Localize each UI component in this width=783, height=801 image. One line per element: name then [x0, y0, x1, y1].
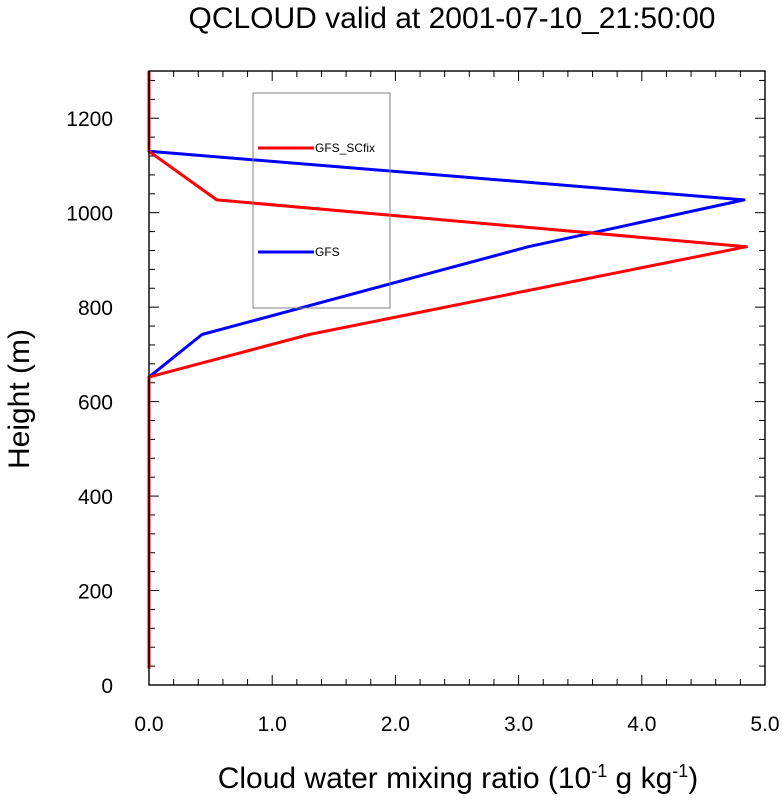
chart-title: QCLOUD valid at 2001-07-10_21:50:00: [189, 2, 716, 35]
x-axis-label-exponent: -1: [672, 761, 688, 781]
series-lines: [147, 71, 748, 669]
x-axis-label-part: g kg: [607, 762, 672, 795]
x-axis-label-part: Cloud water mixing ratio (10: [218, 762, 592, 795]
plot-frame: [148, 70, 766, 686]
x-tick-label: 0.0: [134, 713, 163, 736]
x-tick-label: 2.0: [381, 713, 410, 736]
y-tick-labels: 0 200 400 600 800 1000 1200: [66, 108, 113, 698]
x-tick-label: 1.0: [258, 713, 287, 736]
series-line-gfs: [147, 71, 746, 669]
x-axis-label-exponent: -1: [591, 761, 607, 781]
x-tick-label: 5.0: [750, 713, 779, 736]
y-tick-label: 600: [78, 392, 113, 415]
legend-box: [252, 92, 391, 309]
y-axis-label: Height (m): [3, 329, 36, 469]
axis-ticks: [148, 71, 766, 686]
legend-label-gfs: GFS: [315, 245, 340, 259]
legend-label-gfs-scfix: GFS_SCfix: [315, 141, 375, 155]
y-tick-label: 1000: [66, 203, 113, 226]
x-tick-label: 4.0: [627, 713, 656, 736]
x-tick-labels: 0.0 1.0 2.0 3.0 4.0 5.0: [134, 713, 779, 736]
y-tick-label: 400: [78, 486, 113, 509]
y-tick-label: 200: [78, 581, 113, 604]
x-tick-label: 3.0: [504, 713, 533, 736]
y-tick-label: 1200: [66, 108, 113, 131]
y-tick-label: 800: [78, 297, 113, 320]
x-axis-label-part: ): [688, 762, 698, 795]
series-line-gfs-scfix: [147, 71, 748, 669]
legend: GFS_SCfix GFS: [252, 92, 391, 309]
x-axis-label: Cloud water mixing ratio (10-1 g kg-1): [218, 761, 699, 795]
y-tick-label: 0: [101, 675, 113, 698]
